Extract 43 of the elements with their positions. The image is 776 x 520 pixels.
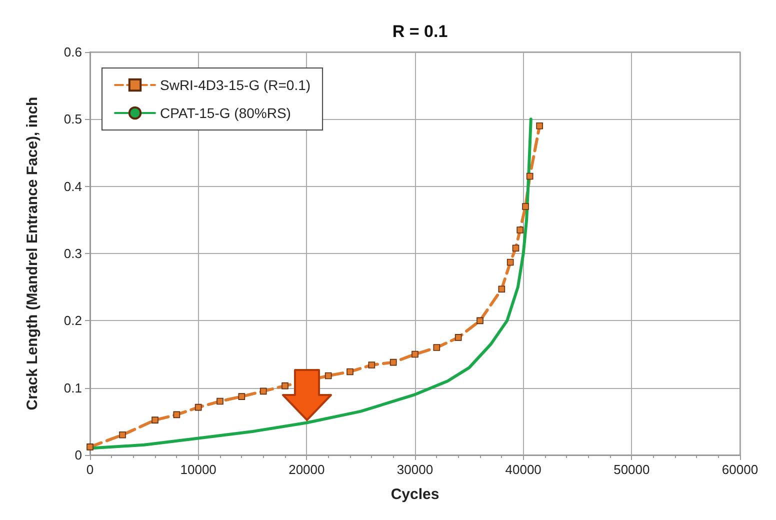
point [526, 172, 534, 180]
point [216, 398, 224, 405]
chart-title: R = 0.1 [392, 22, 448, 41]
point [390, 358, 397, 366]
x-axis-title: Cycles [390, 486, 440, 503]
x-tick-label: 10000 [180, 462, 216, 477]
y-tick-label: 0.5 [64, 112, 82, 127]
point [368, 362, 376, 368]
point [282, 382, 288, 390]
point [238, 393, 246, 400]
legend-label: CPAT-15-G (80%RS) [160, 105, 291, 121]
legend-label: SwRI-4D3-15-G (R=0.1) [160, 77, 311, 93]
point [512, 244, 520, 252]
y-tick-label: 0.1 [64, 380, 82, 396]
y-tick-label: 0.4 [64, 178, 82, 194]
x-tick-label: 30000 [396, 462, 434, 477]
point [346, 368, 354, 376]
x-tick-label: 40000 [505, 462, 542, 477]
x-tick-label: 0 [86, 462, 94, 477]
point [412, 350, 418, 358]
point [516, 226, 524, 234]
point [476, 317, 484, 324]
point [454, 334, 462, 341]
point [324, 372, 332, 380]
point [152, 416, 158, 424]
point [119, 431, 126, 438]
y-tick-label: 0.6 [64, 44, 82, 60]
point [260, 388, 267, 395]
point [86, 444, 94, 450]
x-tick-label: 60000 [722, 462, 758, 477]
point [506, 258, 514, 266]
point [498, 286, 506, 292]
point [433, 344, 440, 351]
y-tick-label: 0.2 [64, 313, 82, 328]
point [173, 411, 180, 418]
y-axis-title: Crack Length (Mandrel Entrance Face), inch [24, 96, 41, 410]
x-tick-label: 50000 [614, 462, 650, 477]
x-tick-label: 20000 [288, 462, 325, 477]
point [522, 203, 529, 210]
y-tick-label: 0 [74, 448, 82, 462]
point [194, 404, 202, 411]
point [536, 122, 543, 130]
y-tick-label: 0.3 [64, 246, 82, 261]
